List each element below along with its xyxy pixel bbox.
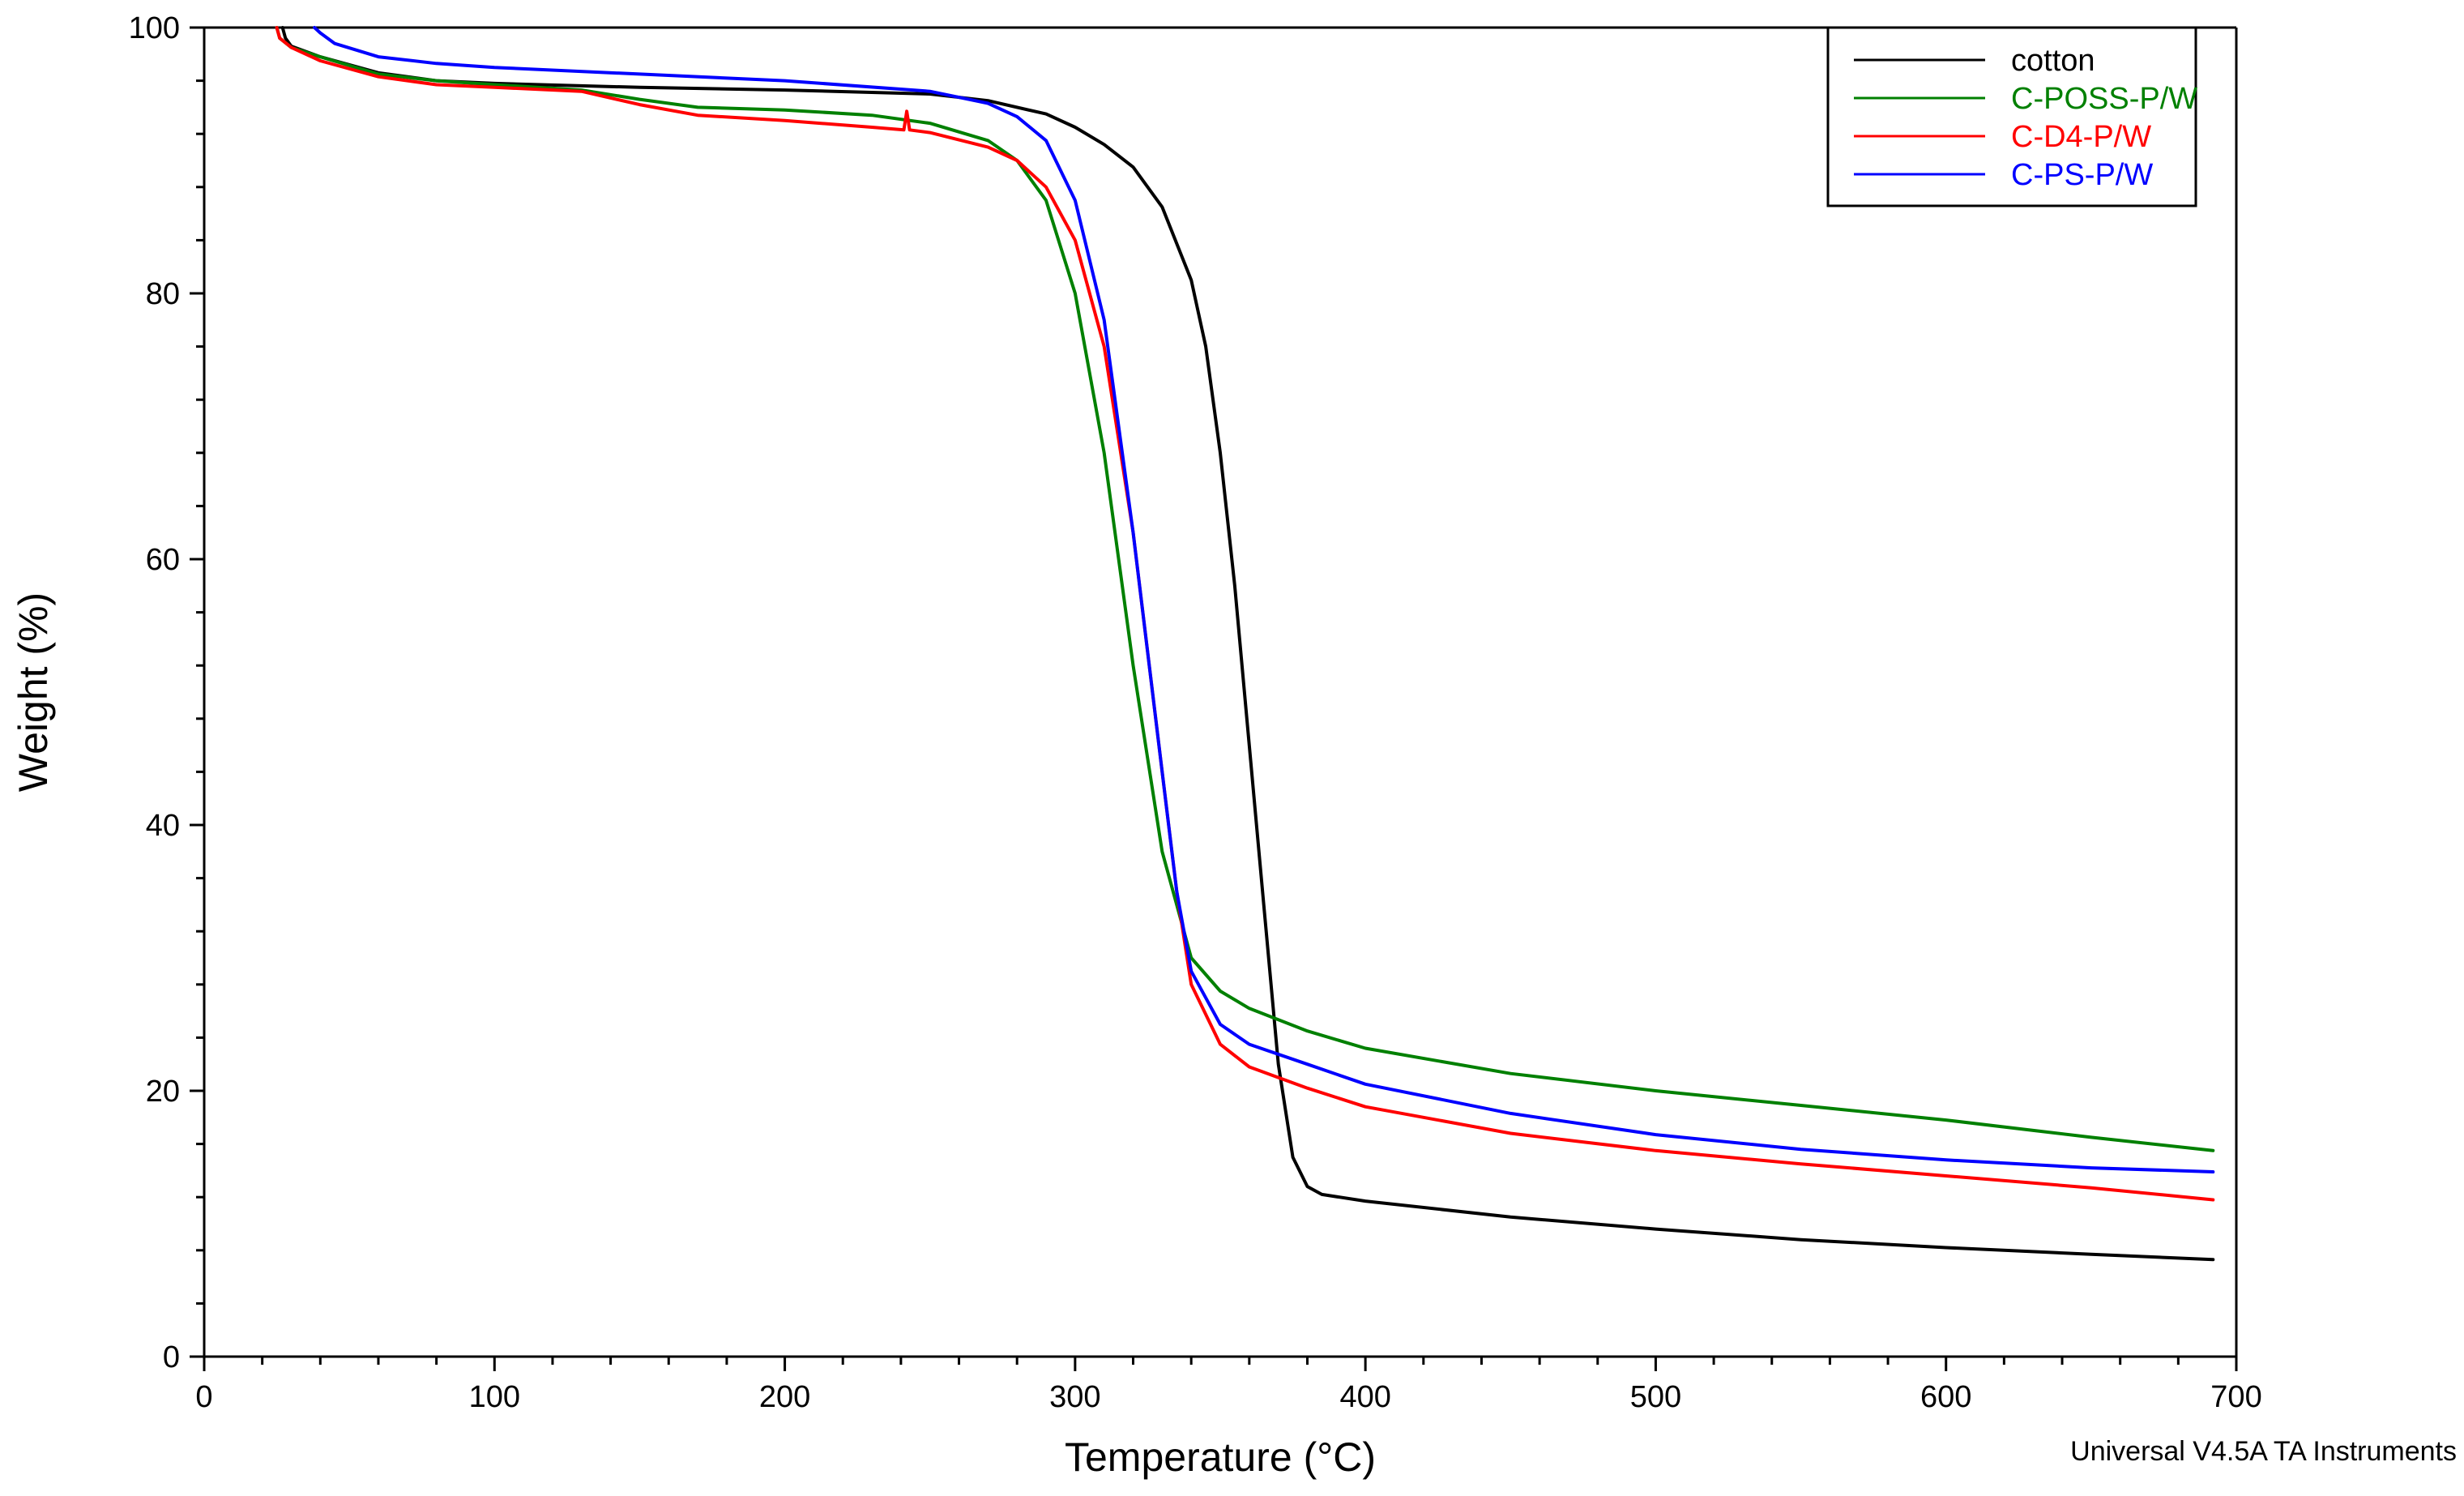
series-line-cotton: [280, 26, 2215, 1262]
x-tick-label: 700: [2210, 1380, 2261, 1414]
series-layer: [275, 26, 2215, 1262]
y-tick-label: 40: [146, 809, 180, 843]
y-axis-title: Weight (%): [11, 592, 56, 792]
x-axis-title: Temperature (°C): [1065, 1434, 1376, 1480]
x-tick-label: 500: [1630, 1380, 1681, 1414]
series-line-c-d4-p-w: [275, 26, 2215, 1202]
x-tick-label: 300: [1049, 1380, 1100, 1414]
x-tick-label: 200: [759, 1380, 810, 1414]
x-axis: 0 100 200 300 400 500 600 700: [195, 1357, 2262, 1414]
x-tick-label: 0: [195, 1380, 212, 1414]
y-tick-label: 20: [146, 1075, 180, 1109]
legend-label: C-PS-P/W: [2011, 158, 2153, 192]
x-tick-label: 100: [469, 1380, 520, 1414]
y-tick-label: 0: [163, 1340, 180, 1374]
y-tick-label: 100: [129, 11, 180, 45]
legend-label: C-D4-P/W: [2011, 120, 2151, 154]
series-line-c-poss-p-w: [275, 26, 2215, 1152]
x-tick-label: 400: [1339, 1380, 1390, 1414]
x-tick-label: 600: [1920, 1380, 1971, 1414]
legend-box: [1826, 26, 2197, 207]
plot-frame: [203, 26, 2238, 1358]
instrument-footer: Universal V4.5A TA Instruments: [2070, 1436, 2457, 1467]
y-axis: 0 20 40 60 80 100: [129, 11, 204, 1374]
legend: cotton C-POSS-P/W C-D4-P/W C-PS-P/W: [1826, 26, 2197, 207]
y-tick-label: 60: [146, 543, 180, 577]
series-line-c-ps-p-w: [313, 26, 2215, 1173]
legend-label: C-POSS-P/W: [2011, 82, 2197, 116]
legend-label: cotton: [2011, 44, 2095, 78]
y-tick-label: 80: [146, 277, 180, 311]
